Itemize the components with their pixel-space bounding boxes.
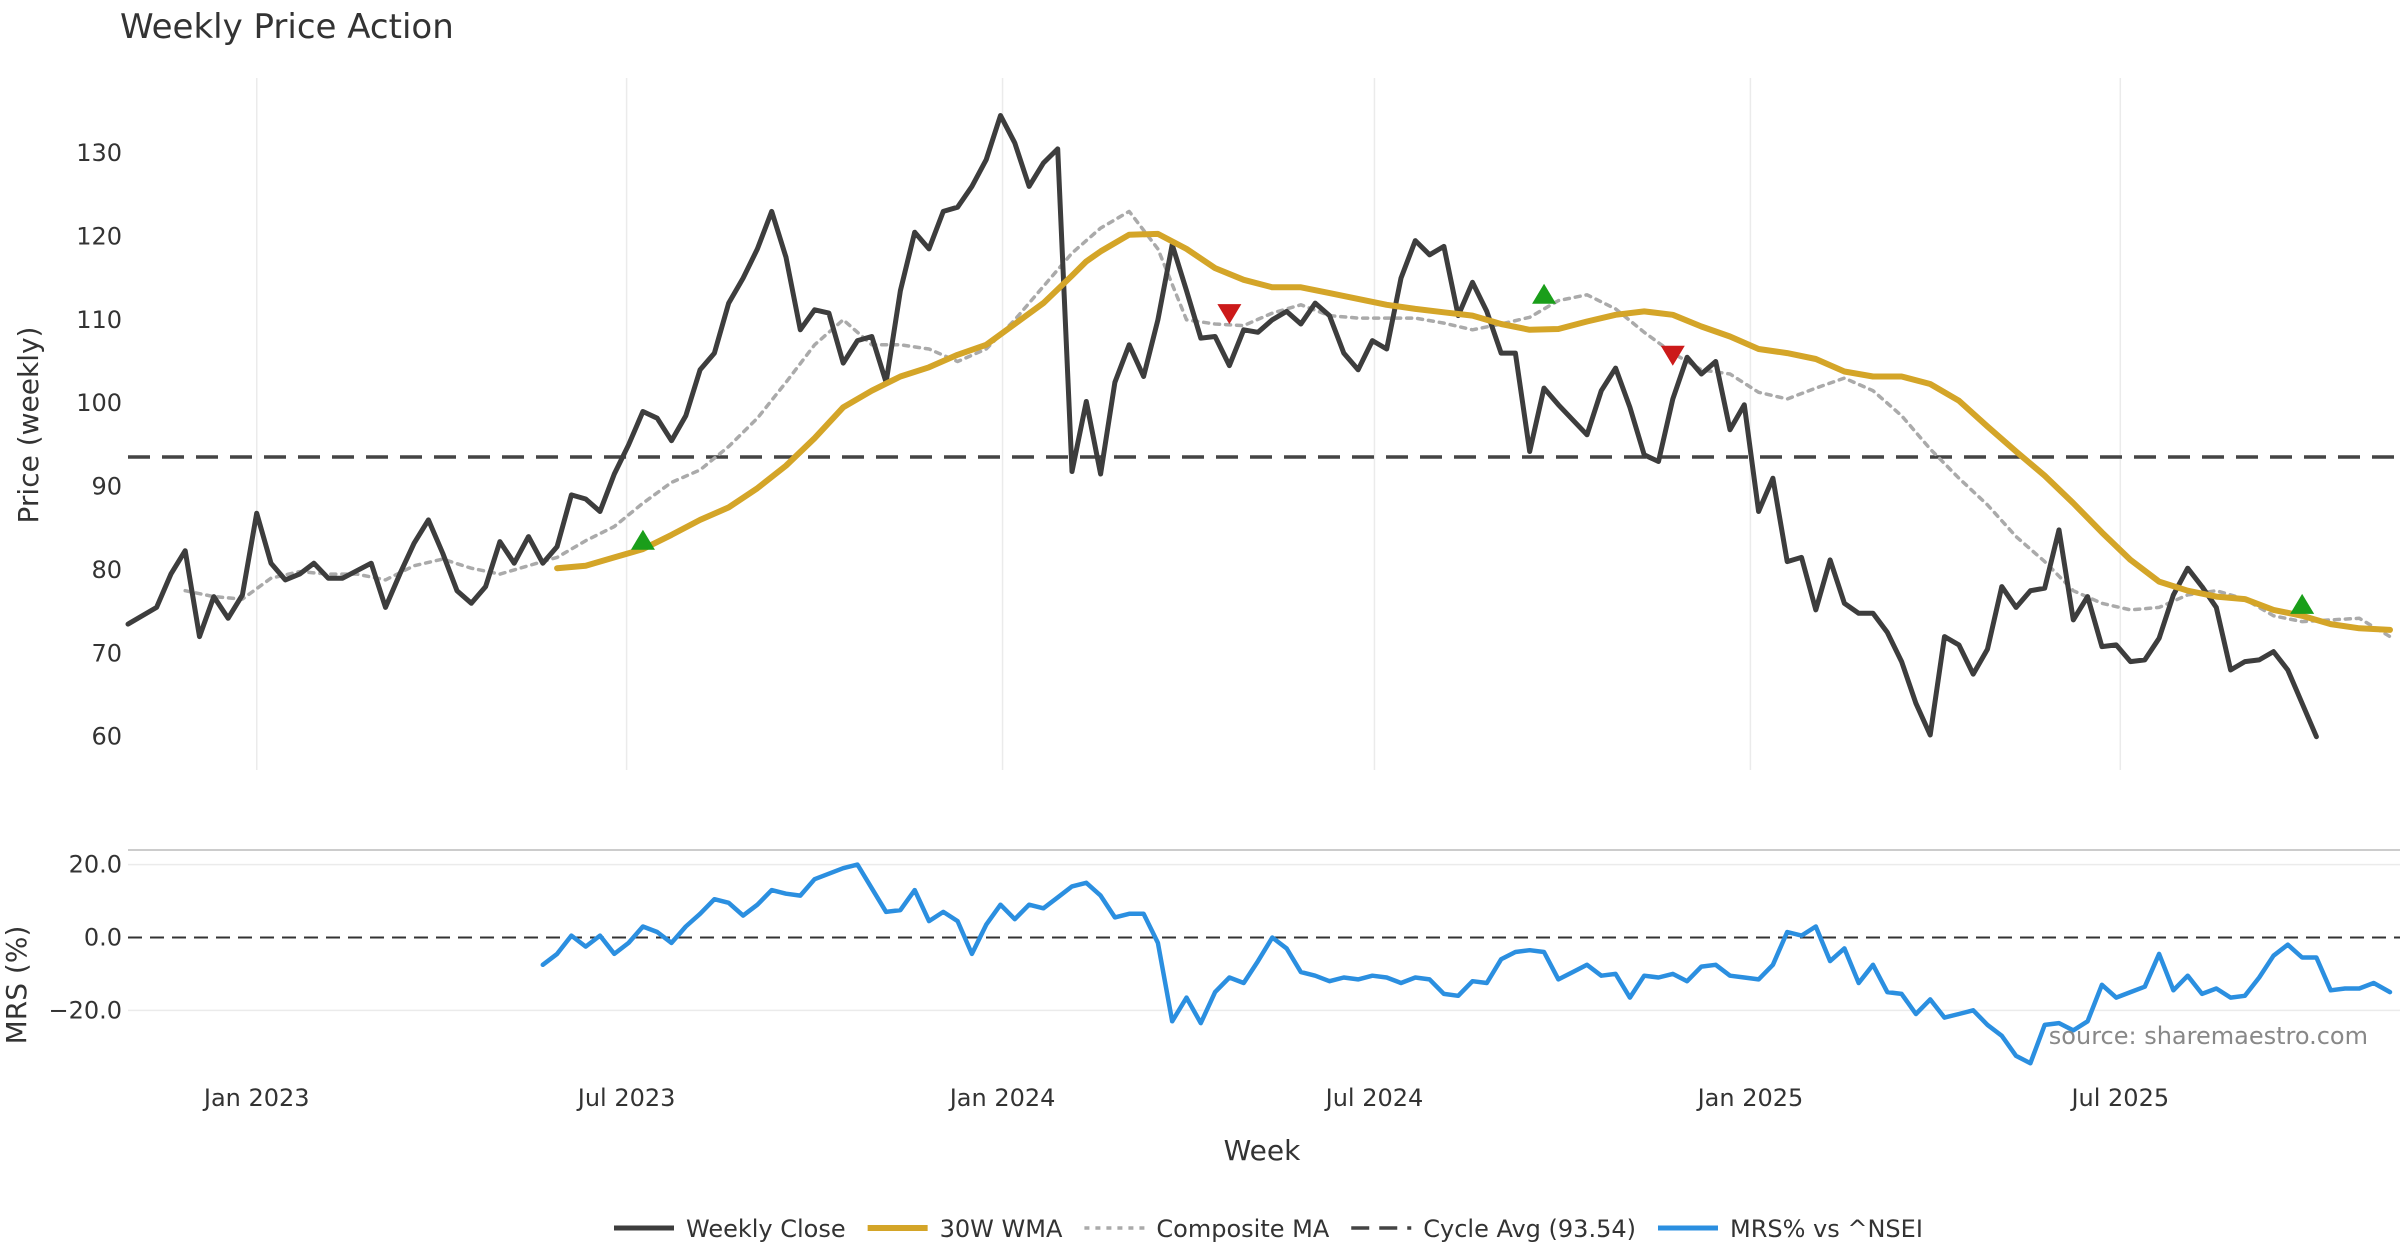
sell-signal-marker [1217,304,1242,325]
x-tick-label: Jul 2025 [2069,1084,2169,1112]
composite-ma-line [183,209,2392,639]
price-y-tick-label: 90 [91,473,122,501]
mrs-grid [128,863,2400,1012]
price-y-tick-label: 60 [91,723,122,751]
x-tick-label: Jan 2024 [948,1084,1056,1112]
price-y-ticks: 60 70 80 90 100 110 120 130 [76,139,122,751]
buy-signal-marker [2290,593,2315,614]
price-y-tick-label: 130 [76,139,122,167]
x-tick-label: Jul 2023 [576,1084,676,1112]
wma-30w-line [554,230,2393,633]
x-axis-ticks: Jan 2023 Jul 2023 Jan 2024 Jul 2024 Jan 2025… [202,1084,2169,1112]
x-axis-label: Week [1224,1134,1301,1167]
source-note: source: sharemaestro.com [2049,1022,2368,1050]
mrs-y-tick-label: 0.0 [84,923,122,951]
series-layer [125,113,2393,1066]
price-vertical-grid [255,78,2122,770]
buy-signal-marker [1532,283,1557,304]
weekly-close-line [125,113,2319,740]
signals-layer [630,283,2315,614]
legend-label: 30W WMA [940,1215,1063,1243]
x-tick-label: Jul 2024 [1324,1084,1424,1112]
chart-title: Weekly Price Action [120,7,454,47]
mrs-y-ticks: 20.0 0.0 −20.0 [48,851,122,1025]
x-tick-label: Jan 2023 [202,1084,310,1112]
price-y-tick-label: 120 [76,222,122,250]
mrs-y-axis-label: MRS (%) [0,926,33,1045]
mrs-y-tick-label: −20.0 [48,996,122,1024]
price-y-tick-label: 80 [91,556,122,584]
legend: Weekly Close 30W WMA Composite MA Cycle Avg… [614,1215,1923,1243]
buy-signal-marker [630,529,655,550]
legend-label: Weekly Close [686,1215,846,1243]
price-y-axis-label: Price (weekly) [12,327,45,524]
legend-label: Cycle Avg (93.54) [1423,1215,1636,1243]
legend-label: MRS% vs ^NSEI [1730,1215,1923,1243]
legend-label: Composite MA [1156,1215,1329,1243]
price-y-tick-label: 110 [76,306,122,334]
price-y-tick-label: 100 [76,389,122,417]
mrs-line [540,862,2393,1066]
x-tick-label: Jan 2025 [1696,1084,1804,1112]
mrs-y-tick-label: 20.0 [69,851,122,879]
price-y-tick-label: 70 [91,639,122,667]
sell-signal-marker [1660,345,1685,366]
